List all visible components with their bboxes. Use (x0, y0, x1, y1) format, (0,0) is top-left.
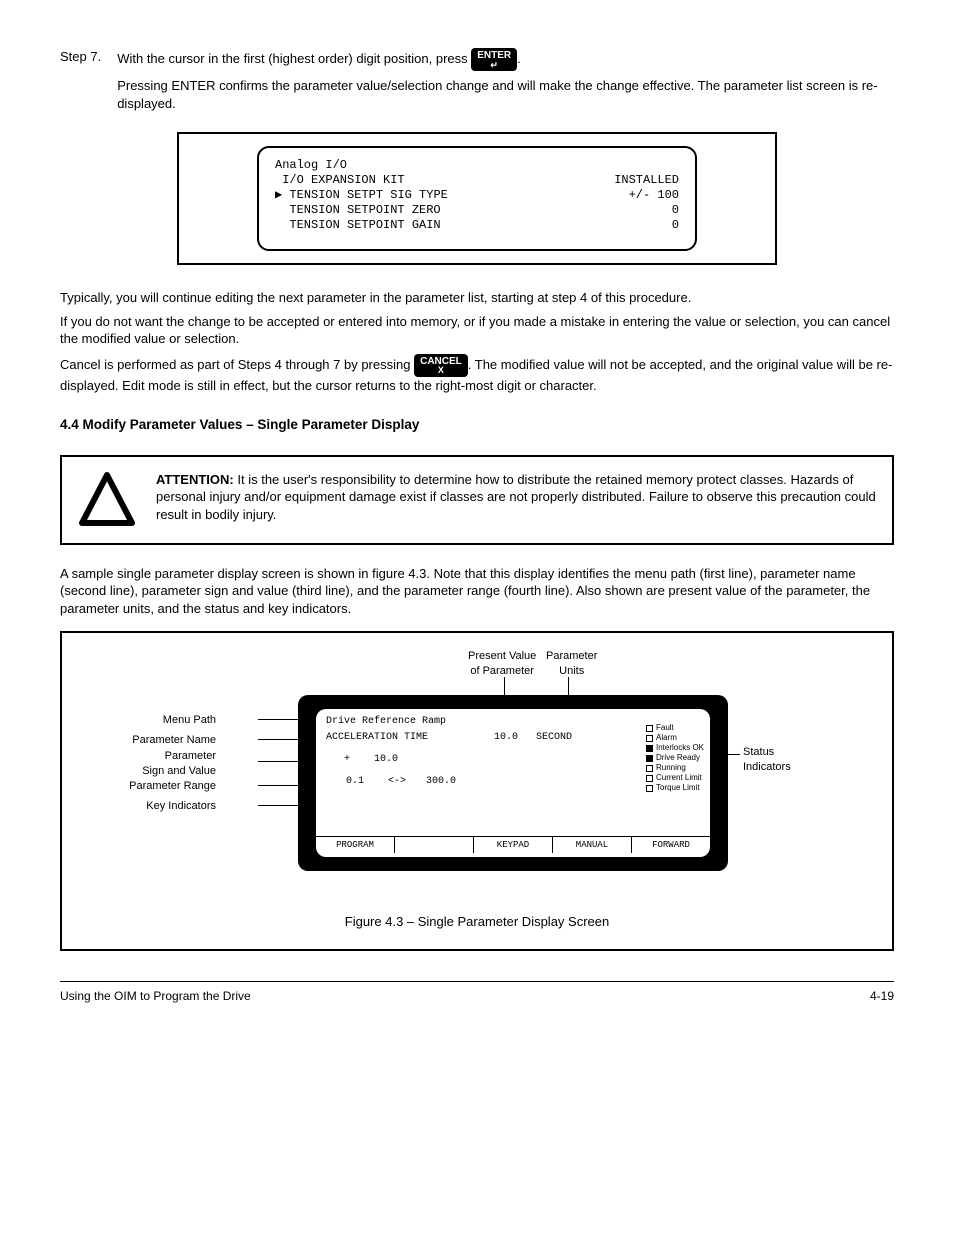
section-heading: 4.4 Modify Parameter Values – Single Par… (60, 416, 894, 434)
lcd-row-2-val: 0 (589, 203, 679, 218)
figure-stage: Present Value of Parameter Parameter Uni… (78, 649, 876, 909)
oim-menu-path: Drive Reference Ramp (326, 715, 446, 729)
oim-screen: Drive Reference Ramp ACCELERATION TIME 1… (316, 709, 710, 857)
step7-p2: Pressing ENTER confirms the parameter va… (117, 77, 894, 112)
attention-lead: ATTENTION: (156, 472, 234, 487)
enter-key-sub: ↵ (477, 61, 511, 70)
cancel-key[interactable]: CANCEL X (414, 354, 468, 377)
oim-range-hi: 300.0 (426, 775, 456, 789)
lcd-row-3-label: TENSION SETPOINT GAIN (275, 218, 589, 233)
step7-p1a: With the cursor in the first (highest or… (117, 51, 471, 66)
lcd-row-1-val: +/- 100 (589, 188, 679, 203)
status-fault: Fault (646, 723, 704, 733)
footer-right: 4-19 (870, 988, 894, 1004)
key-indicator-row: PROGRAM KEYPAD MANUAL FORWARD (316, 836, 710, 853)
lcd-display: Analog I/O I/O EXPANSION KITINSTALLED ▶ … (257, 146, 697, 251)
status-torque-limit: Torque Limit (646, 783, 704, 793)
lcd-row-0-label: I/O EXPANSION KIT (275, 173, 589, 188)
oim-param-name: ACCELERATION TIME (326, 731, 428, 745)
after-lcd-para-1: Typically, you will continue editing the… (60, 289, 894, 307)
para-after-attention: A sample single parameter display screen… (60, 565, 894, 618)
cancel-key-sub: X (420, 366, 462, 375)
oim-sign: + (344, 753, 350, 767)
page-footer: Using the OIM to Program the Drive 4-19 (60, 981, 894, 1004)
step-number: Step 7. (60, 48, 117, 118)
key-ind-blank (395, 836, 474, 853)
cancel-para-a: Cancel is performed as part of Steps 4 t… (60, 357, 414, 372)
lcd-outer-box: Analog I/O I/O EXPANSION KITINSTALLED ▶ … (177, 132, 777, 265)
status-alarm: Alarm (646, 733, 704, 743)
status-current-limit: Current Limit (646, 773, 704, 783)
callout-present-value: Present Value of Parameter (468, 649, 536, 679)
oim-range-arrow: <-> (388, 775, 406, 789)
attention-box: ATTENTION: It is the user's responsibili… (60, 455, 894, 545)
callout-param-name: Parameter Name (132, 733, 216, 748)
status-interlocks: Interlocks OK (646, 743, 704, 753)
lcd-row-3-val: 0 (589, 218, 679, 233)
lcd-row-0-val: INSTALLED (589, 173, 679, 188)
callout-units: Parameter Units (546, 649, 597, 679)
callout-key-indicators: Key Indicators (146, 799, 216, 814)
status-indicator-col: Fault Alarm Interlocks OK Drive Ready Ru… (646, 723, 704, 793)
step7-row: Step 7. With the cursor in the first (hi… (60, 48, 894, 118)
lcd-row-1-label: ▶ TENSION SETPT SIG TYPE (275, 188, 589, 203)
key-ind-forward: FORWARD (632, 836, 710, 853)
figure-4-3: Present Value of Parameter Parameter Uni… (60, 631, 894, 951)
after-lcd-para-2: If you do not want the change to be acce… (60, 313, 894, 348)
step7-p1b: . (517, 51, 521, 66)
callout-menu-path: Menu Path (163, 713, 216, 728)
step7-body: With the cursor in the first (highest or… (117, 48, 894, 118)
attention-triangle-icon (78, 471, 150, 529)
oim-param-value: 10.0 (494, 731, 518, 745)
key-ind-keypad: KEYPAD (474, 836, 553, 853)
callout-sign-value: Parameter Sign and Value (142, 749, 216, 779)
lcd-row-2-label: TENSION SETPOINT ZERO (275, 203, 589, 218)
oim-sign-value: 10.0 (374, 753, 398, 767)
callout-param-range: Parameter Range (129, 779, 216, 794)
attention-body: It is the user's responsibility to deter… (156, 472, 876, 522)
oim-range-lo: 0.1 (346, 775, 364, 789)
oim-param-units: SECOND (536, 731, 572, 745)
oim-bezel: Drive Reference Ramp ACCELERATION TIME 1… (298, 695, 728, 871)
cancel-para: Cancel is performed as part of Steps 4 t… (60, 354, 894, 395)
status-running: Running (646, 763, 704, 773)
footer-left: Using the OIM to Program the Drive (60, 988, 251, 1004)
lcd-title: Analog I/O (275, 158, 589, 173)
enter-key[interactable]: ENTER ↵ (471, 48, 517, 71)
step7-p1: With the cursor in the first (highest or… (117, 48, 894, 71)
attention-text: ATTENTION: It is the user's responsibili… (150, 471, 876, 524)
callout-status-indicators: Status Indicators (743, 745, 791, 775)
key-ind-program: PROGRAM (316, 836, 395, 853)
status-drive-ready: Drive Ready (646, 753, 704, 763)
figure-caption: Figure 4.3 – Single Parameter Display Sc… (78, 913, 876, 931)
key-ind-manual: MANUAL (553, 836, 632, 853)
